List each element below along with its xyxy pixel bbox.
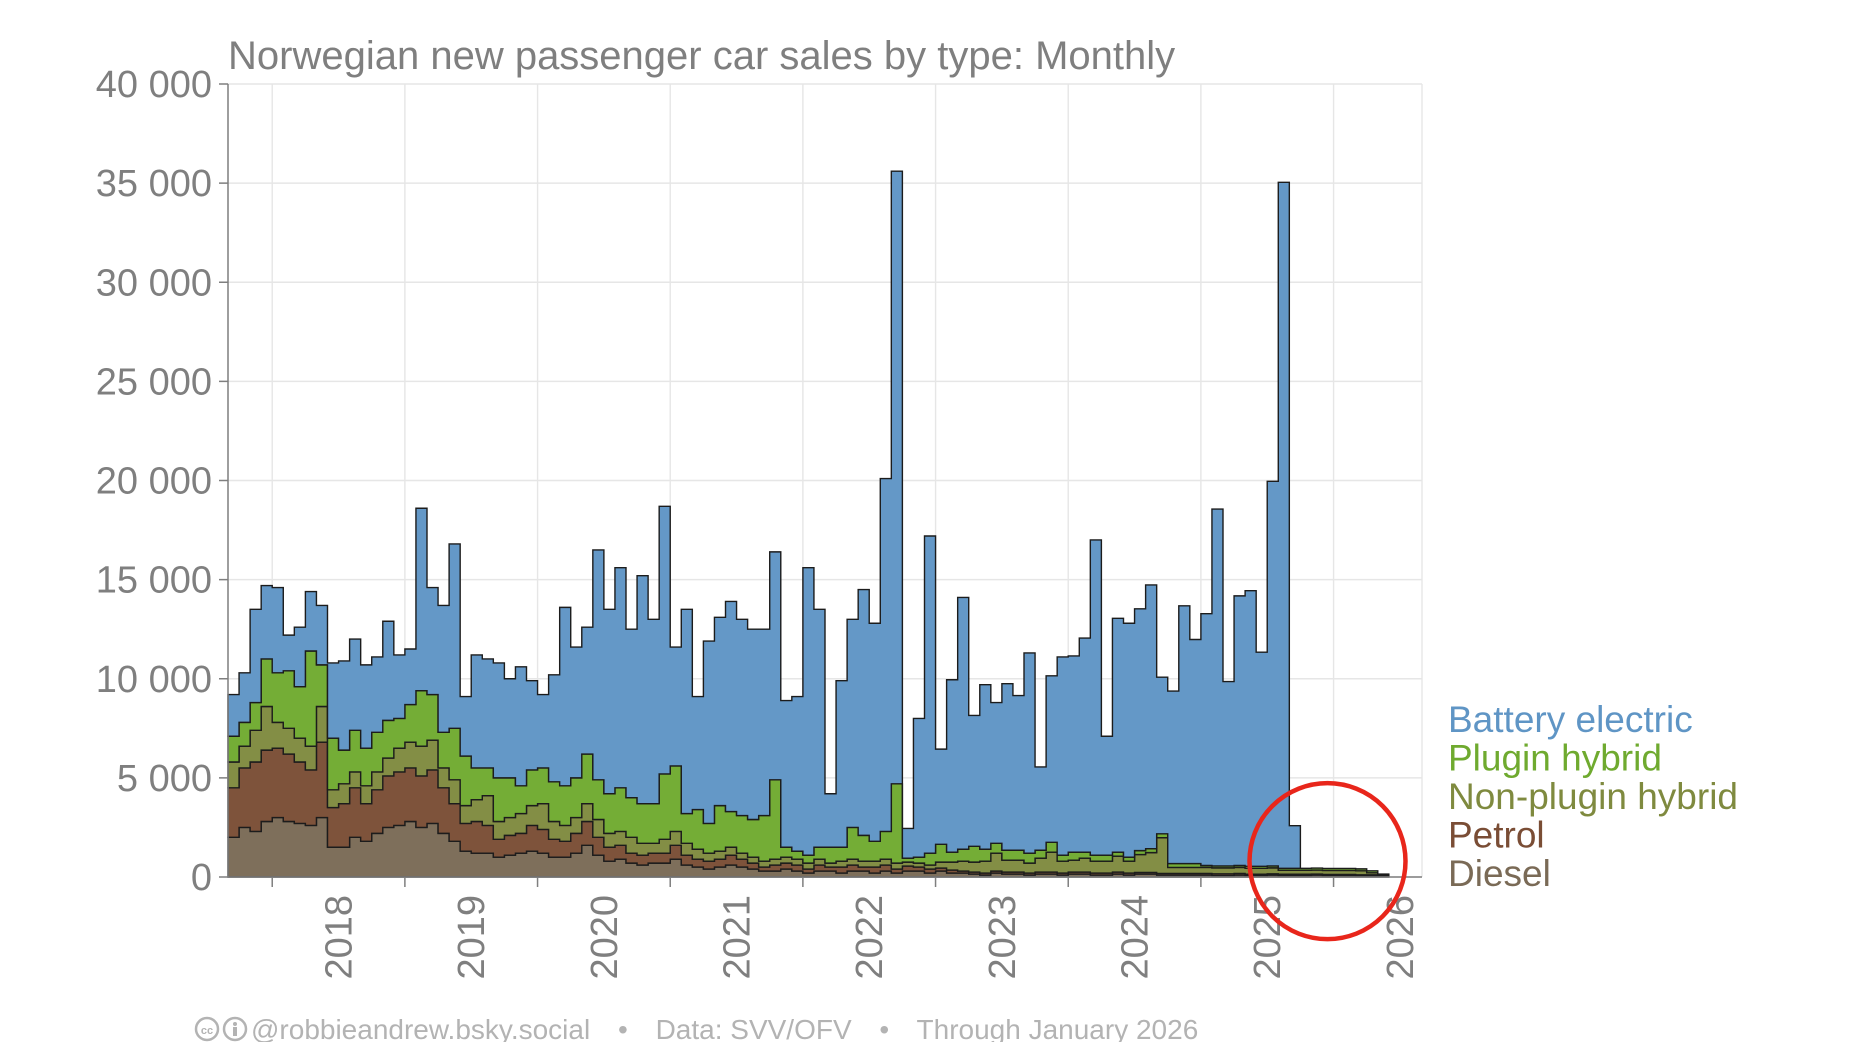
y-tick-label: 15 000 xyxy=(96,560,212,602)
footer-credit: @robbieandrew.bsky.social xyxy=(251,1014,590,1042)
x-tick-label: 2018 xyxy=(319,895,361,980)
y-tick-label: 20 000 xyxy=(96,461,212,503)
x-tick-label: 2020 xyxy=(584,895,626,980)
y-tick-label: 35 000 xyxy=(96,163,212,205)
attribution-icon xyxy=(222,1016,248,1042)
highlight-circle xyxy=(1247,780,1408,942)
footer-source: Data: SVV/OFV xyxy=(656,1014,852,1042)
y-tick-label: 5 000 xyxy=(117,758,212,800)
y-tick-label: 10 000 xyxy=(96,659,212,701)
y-tick-label: 40 000 xyxy=(96,64,212,106)
annotations xyxy=(1247,780,1408,942)
area-battery-electric xyxy=(227,170,1302,869)
footer-text: @robbieandrew.bsky.social • Data: SVV/OF… xyxy=(251,1014,1198,1042)
legend-entry-plugin-hybrid: Plugin hybrid xyxy=(1448,738,1662,779)
legend-entry-battery-electric: Battery electric xyxy=(1448,699,1693,740)
legend-entry-non-plugin-hybrid: Non-plugin hybrid xyxy=(1448,776,1738,817)
stacked-areas xyxy=(227,170,1390,878)
chart-title: Norwegian new passenger car sales by typ… xyxy=(228,34,1175,78)
x-tick-label: 2024 xyxy=(1115,895,1157,980)
svg-text:cc: cc xyxy=(201,1025,213,1037)
legend-entry-diesel: Diesel xyxy=(1448,853,1551,894)
x-tick-label: 2022 xyxy=(849,895,891,980)
x-tick-label: 2019 xyxy=(451,895,493,980)
legend-entry-petrol: Petrol xyxy=(1448,815,1545,856)
footer: cc @robbieandrew.bsky.social • Data: SVV… xyxy=(194,1014,1198,1042)
x-tick-label: 2021 xyxy=(717,895,759,980)
y-tick-label: 25 000 xyxy=(96,361,212,403)
x-tick-label: 2025 xyxy=(1247,895,1289,980)
x-tick-label: 2026 xyxy=(1380,895,1422,980)
footer-period: Through January 2026 xyxy=(917,1014,1199,1042)
y-tick-label: 0 xyxy=(191,857,212,899)
x-tick-label: 2023 xyxy=(982,895,1024,980)
y-tick-label: 30 000 xyxy=(96,262,212,304)
footer-separator-2: • xyxy=(879,1014,889,1042)
cc-license-icon: cc xyxy=(194,1016,220,1042)
footer-separator-1: • xyxy=(618,1014,628,1042)
